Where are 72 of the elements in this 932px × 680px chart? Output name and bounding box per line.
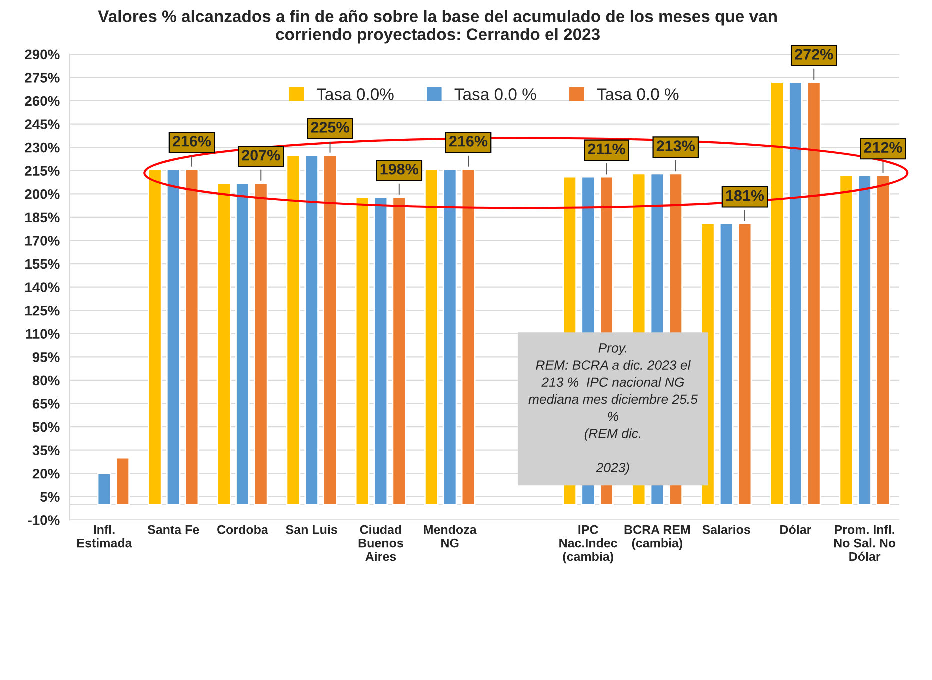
chart-title: Valores % alcanzados a fin de año sobre la base del acumulado de los meses que van corriendo proyectados: Cerrando el 2023 xyxy=(98,10,777,44)
bar xyxy=(738,222,752,506)
legend-label: Tasa 0.0% xyxy=(317,88,394,100)
x-tick-label: San Luis xyxy=(286,525,338,534)
bar xyxy=(166,168,181,506)
data-label: 216% xyxy=(450,136,488,147)
y-tick-label: 80% xyxy=(32,376,60,386)
y-tick-label: 200% xyxy=(25,189,60,200)
y-tick-label: 170% xyxy=(26,236,60,246)
y-tick-label: 155% xyxy=(26,259,60,270)
x-tick-label: Cordoba xyxy=(218,525,268,534)
y-tick-label: 230% xyxy=(25,142,60,153)
bar xyxy=(858,174,872,506)
bar xyxy=(839,174,854,506)
bar xyxy=(97,472,112,506)
bar xyxy=(719,222,734,506)
data-label: 216% xyxy=(173,136,212,147)
data-label: 198% xyxy=(380,164,419,175)
y-tick-label: 215% xyxy=(25,166,60,176)
bar xyxy=(788,82,803,506)
bar xyxy=(374,196,388,506)
y-tick-label: 50% xyxy=(32,422,60,432)
x-tick-label: Ciudad Buenos Aires xyxy=(358,525,404,562)
y-tick-label: 260% xyxy=(25,96,60,106)
bar xyxy=(806,82,822,506)
x-tick-label: BCRA REM (cambia) xyxy=(624,525,690,550)
data-label: 225% xyxy=(311,122,350,133)
bar xyxy=(355,196,370,506)
x-tick-label: Dólar xyxy=(780,524,812,534)
text: Proy. REM: BCRA a dic. 2023 el 213 % IPC nacional NG mediana mes diciembre 25.5 % (REM dic. 2023) xyxy=(528,344,698,476)
y-tick-label: 20% xyxy=(32,468,60,479)
y-tick-label: 5% xyxy=(40,492,60,502)
bar xyxy=(286,154,301,506)
bar xyxy=(254,182,268,506)
data-label: 211% xyxy=(588,144,626,155)
bar xyxy=(461,168,476,506)
bar xyxy=(424,168,439,506)
x-tick-label: IPC Nac.Indec (cambia) xyxy=(560,525,618,564)
y-tick-label: 290% xyxy=(25,50,60,60)
bar xyxy=(304,154,319,506)
bar xyxy=(323,154,338,506)
data-label: 272% xyxy=(795,49,834,60)
y-tick-label: 245% xyxy=(25,120,60,130)
data-label: 207% xyxy=(242,150,280,161)
bar xyxy=(392,196,407,506)
x-tick-label: Prom. Infl. No Sal. No Dólar xyxy=(834,525,896,562)
legend-label: Tasa 0.0 % xyxy=(454,88,536,100)
data-label: 213% xyxy=(656,140,696,152)
y-tick-label: 95% xyxy=(32,352,60,362)
y-tick-label: 125% xyxy=(26,306,60,316)
legend-label: Tasa 0.0 % xyxy=(597,88,679,100)
y-tick-label: 110% xyxy=(26,329,60,340)
x-tick-label: Infl. Estimada xyxy=(78,525,132,548)
y-tick-label: 140% xyxy=(26,282,60,292)
bar xyxy=(442,168,458,506)
bar xyxy=(217,182,232,506)
x-tick-label: Santa Fe xyxy=(148,525,200,534)
x-tick-label: Salarios xyxy=(702,525,750,534)
y-tick-label: 275% xyxy=(25,73,60,83)
bar xyxy=(236,182,250,506)
bar xyxy=(148,168,162,506)
x-tick-label: Mendoza NG xyxy=(424,525,477,548)
bar xyxy=(184,168,200,506)
y-tick-label: 185% xyxy=(26,212,60,223)
bar xyxy=(876,174,890,506)
data-label: 181% xyxy=(726,190,764,202)
bar xyxy=(770,82,784,506)
y-tick-label: -10% xyxy=(28,516,60,526)
bar xyxy=(116,457,130,506)
y-tick-label: 35% xyxy=(32,446,60,456)
y-tick-label: 65% xyxy=(32,399,60,409)
data-label: 212% xyxy=(864,142,902,154)
